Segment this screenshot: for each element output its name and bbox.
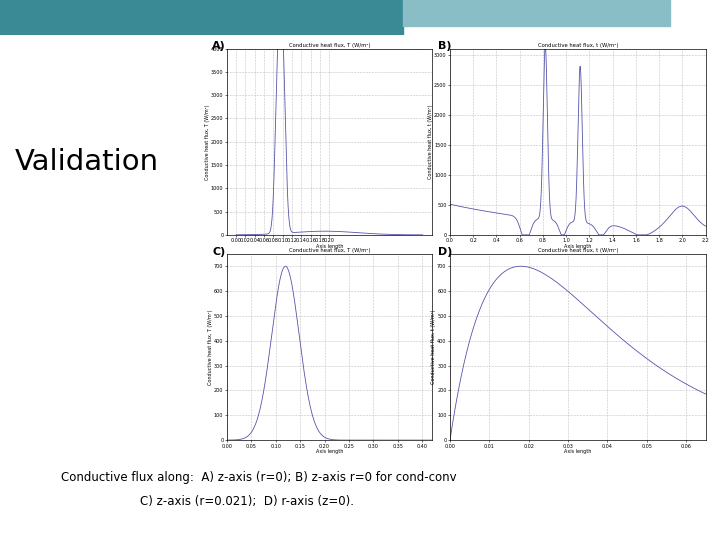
Y-axis label: Conductive heat flux, t (W/m²): Conductive heat flux, t (W/m²) (428, 105, 433, 179)
Y-axis label: Conductive heat flux, t (W/m²): Conductive heat flux, t (W/m²) (431, 310, 436, 384)
Y-axis label: Conductive heat flux, T (W/m²): Conductive heat flux, T (W/m²) (205, 104, 210, 179)
X-axis label: Axis length: Axis length (315, 244, 343, 249)
Title: Conductive heat flux, T (W/m²): Conductive heat flux, T (W/m²) (289, 248, 370, 253)
Text: B): B) (438, 40, 451, 51)
X-axis label: Axis length: Axis length (564, 449, 592, 454)
Bar (0, 0, 403, 35)
Text: C) z-axis (r=0.021);  D) r-axis (z=0).: C) z-axis (r=0.021); D) r-axis (z=0). (140, 495, 354, 508)
Title: Conductive heat flux, t (W/m²): Conductive heat flux, t (W/m²) (538, 43, 618, 48)
Text: D): D) (438, 247, 452, 257)
Text: C): C) (212, 247, 225, 257)
Text: Validation: Validation (14, 148, 158, 176)
Text: A): A) (212, 40, 226, 51)
X-axis label: Axis length: Axis length (564, 244, 592, 249)
Bar (403, 0, 670, 26)
Text: Conductive flux along:  A) z-axis (r=0); B) z-axis r=0 for cond-conv: Conductive flux along: A) z-axis (r=0); … (61, 471, 456, 484)
Title: Conductive heat flux, t (W/m²): Conductive heat flux, t (W/m²) (538, 248, 618, 253)
Title: Conductive heat flux, T (W/m²): Conductive heat flux, T (W/m²) (289, 43, 370, 48)
Y-axis label: Conductive heat flux, T (W/m²): Conductive heat flux, T (W/m²) (208, 309, 213, 384)
X-axis label: Axis length: Axis length (315, 449, 343, 454)
